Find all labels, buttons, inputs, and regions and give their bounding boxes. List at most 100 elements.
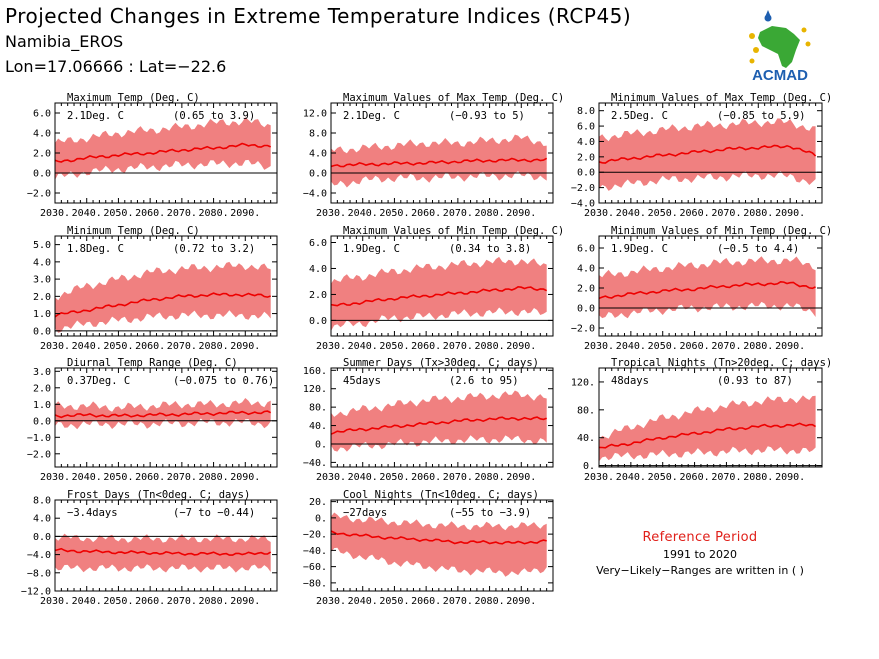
y-tick-label: −2.0 bbox=[571, 183, 595, 194]
y-tick-label: −2.0 bbox=[27, 189, 51, 200]
x-tick-label: 2090. bbox=[230, 341, 260, 352]
chart-panel: 2030. 2040. 2050. 2060. 2070. 2080. 2090. 8.0 4.… bbox=[21, 489, 278, 607]
y-tick-label: 6.0 bbox=[33, 109, 51, 120]
y-tick-label: −8.0 bbox=[27, 568, 51, 579]
chart-title: Summer Days (Tx>30deg. C; days) bbox=[343, 357, 539, 369]
median-series-line bbox=[330, 530, 547, 545]
x-tick-label: 2050. bbox=[648, 208, 678, 219]
y-tick-label: 4.0 bbox=[309, 149, 327, 160]
y-tick-label: 80. bbox=[309, 403, 327, 414]
median-series-line bbox=[54, 292, 271, 318]
chart-title: Maximum Temp (Deg. C) bbox=[67, 92, 200, 104]
x-tick-label: 2090. bbox=[230, 596, 260, 607]
median-series-line bbox=[598, 422, 817, 449]
y-tick-label: 6.0 bbox=[577, 122, 595, 133]
y-tick-label: 80. bbox=[577, 405, 595, 416]
y-tick-label: 1.0 bbox=[33, 400, 51, 411]
chart-panel: 2030. 2040. 2050. 2060. 2070. 2080. 2090. 6.0 4.… bbox=[309, 225, 564, 352]
y-tick-label: 0.0 bbox=[33, 169, 51, 180]
x-tick-label: 2040. bbox=[348, 472, 378, 483]
chart-panel: 2030. 2040. 2050. 2060. 2070. 2080. 2090. 8.0 6.… bbox=[571, 92, 832, 219]
x-tick-label: 2090. bbox=[506, 341, 536, 352]
y-tick-label: −20. bbox=[303, 530, 327, 541]
median-series-line bbox=[330, 416, 547, 435]
y-tick-label: 4.0 bbox=[577, 137, 595, 148]
chart-panel: 2030. 2040. 2050. 2060. 2070. 2080. 2090. 6.0 4.… bbox=[571, 225, 832, 352]
plot-frame bbox=[330, 367, 554, 468]
chart-panel: 2030. 2040. 2050. 2060. 2070. 2080. 2090. 20. 0.… bbox=[303, 489, 554, 607]
x-tick-label: 2080. bbox=[475, 341, 505, 352]
median-change-label: 45days bbox=[343, 375, 381, 387]
y-tick-label: 0.0 bbox=[309, 316, 327, 327]
y-tick-label: 0.0 bbox=[577, 304, 595, 315]
y-tick-label: −12.0 bbox=[21, 587, 51, 598]
median-change-label: 48days bbox=[611, 375, 649, 387]
chart-title: Cool Nights (Tn<10deg. C; days) bbox=[343, 489, 539, 501]
x-tick-label: 2030. bbox=[40, 208, 70, 219]
x-tick-label: 2030. bbox=[40, 472, 70, 483]
y-tick-label: 8.0 bbox=[33, 496, 51, 507]
x-tick-label: 2060. bbox=[135, 208, 165, 219]
y-tick-label: 3.0 bbox=[33, 275, 51, 286]
likely-range-label: (0.34 to 3.8) bbox=[449, 243, 531, 255]
median-change-label: 0.37Deg. C bbox=[67, 375, 130, 387]
chart-panel: 2030. 2040. 2050. 2060. 2070. 2080. 2090. 3.0 2.… bbox=[27, 357, 278, 483]
plot-frame bbox=[54, 235, 278, 337]
x-tick-label: 2070. bbox=[711, 341, 741, 352]
y-tick-label: 8.0 bbox=[577, 106, 595, 117]
acmad-logo: ACMAD bbox=[749, 10, 811, 84]
y-tick-label: 120. bbox=[571, 377, 595, 388]
x-tick-label: 2070. bbox=[167, 208, 197, 219]
median-series-line bbox=[330, 285, 548, 307]
x-tick-label: 2050. bbox=[379, 472, 409, 483]
page-title: Projected Changes in Extreme Temperature… bbox=[5, 4, 632, 28]
likely-range-label: (−0.85 to 5.9) bbox=[717, 110, 806, 122]
median-series-line bbox=[54, 547, 272, 556]
x-tick-label: 2060. bbox=[411, 472, 441, 483]
likely-range-label: (−7 to −0.44) bbox=[173, 507, 255, 519]
x-tick-label: 2040. bbox=[616, 472, 646, 483]
likely-range-label: (−0.5 to 4.4) bbox=[717, 243, 799, 255]
x-tick-label: 2070. bbox=[443, 596, 473, 607]
very-likely-range-band bbox=[331, 390, 547, 452]
x-tick-label: 2080. bbox=[743, 472, 773, 483]
median-series-line bbox=[54, 410, 272, 419]
very-likely-range-band bbox=[599, 395, 816, 462]
x-tick-label: 2080. bbox=[475, 596, 505, 607]
chart-title: Minimum Values of Max Temp (Deg. C) bbox=[611, 92, 832, 104]
y-tick-label: 6.0 bbox=[309, 238, 327, 249]
logo-text: ACMAD bbox=[752, 67, 808, 84]
header: Projected Changes in Extreme Temperature… bbox=[0, 0, 879, 90]
y-tick-label: 5.0 bbox=[33, 240, 51, 251]
y-tick-label: −1.0 bbox=[27, 433, 51, 444]
y-tick-label: −60. bbox=[303, 562, 327, 573]
y-tick-label: 4.0 bbox=[577, 264, 595, 275]
plot-frame bbox=[54, 499, 278, 592]
chart-title: Maximum Values of Max Temp (Deg. C) bbox=[343, 92, 564, 104]
y-tick-label: 40. bbox=[309, 421, 327, 432]
median-change-label: −27days bbox=[343, 507, 387, 519]
y-tick-label: 2.0 bbox=[33, 149, 51, 160]
y-tick-label: 2.0 bbox=[577, 152, 595, 163]
median-change-label: 2.5Deg. C bbox=[611, 110, 668, 122]
x-tick-label: 2050. bbox=[103, 472, 133, 483]
x-tick-label: 2030. bbox=[584, 472, 614, 483]
median-series-line bbox=[598, 280, 816, 300]
x-tick-label: 2040. bbox=[348, 341, 378, 352]
reference-period: 1991 to 2020 bbox=[662, 548, 738, 561]
very-likely-range-band bbox=[331, 134, 547, 188]
x-tick-label: 2060. bbox=[411, 596, 441, 607]
very-likely-range-band bbox=[599, 118, 816, 191]
x-tick-label: 2050. bbox=[103, 208, 133, 219]
plot-frame bbox=[598, 235, 823, 337]
median-change-label: 1.8Deg. C bbox=[67, 243, 124, 255]
chart-title: Tropical Nights (Tn>20deg. C; days) bbox=[611, 357, 832, 369]
x-tick-label: 2060. bbox=[135, 341, 165, 352]
x-tick-label: 2080. bbox=[475, 208, 505, 219]
x-tick-label: 2070. bbox=[711, 208, 741, 219]
chart-title: Frost Days (Tn<0deg. C; days) bbox=[67, 489, 250, 501]
y-tick-label: −4.0 bbox=[571, 199, 595, 210]
x-tick-label: 2080. bbox=[199, 472, 229, 483]
very-likely-range-band bbox=[331, 512, 547, 577]
median-series-line bbox=[330, 157, 548, 168]
